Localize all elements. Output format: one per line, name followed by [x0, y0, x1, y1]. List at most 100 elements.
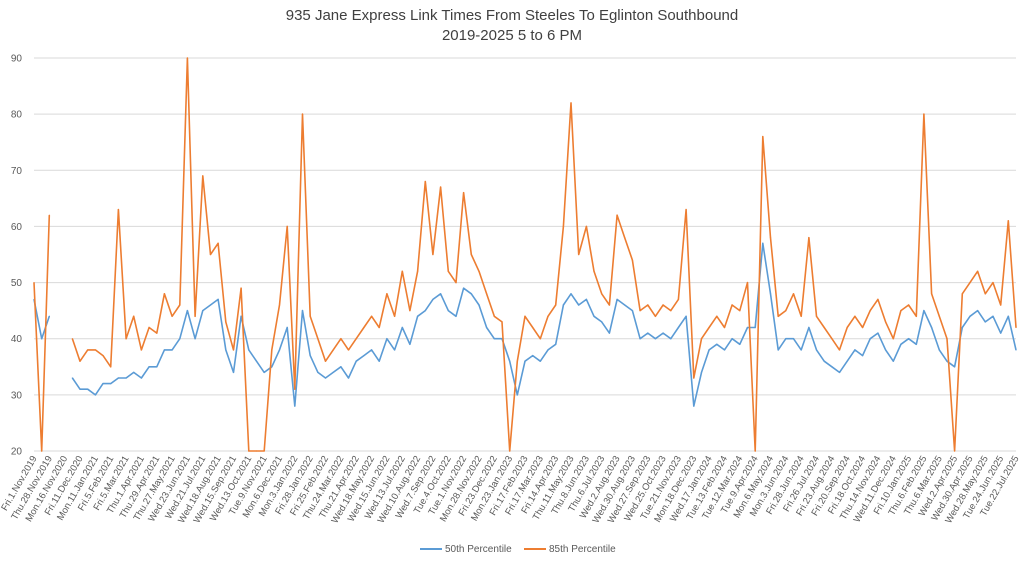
data-point-p85: [393, 315, 396, 317]
data-point-p50: [892, 360, 894, 362]
data-point-p85: [585, 225, 587, 228]
data-point-p85: [324, 360, 327, 362]
data-point-p50: [716, 343, 718, 345]
data-point-p85: [278, 304, 281, 306]
data-point-p50: [493, 338, 495, 340]
data-point-p85: [992, 281, 994, 284]
data-point-p50: [762, 242, 764, 244]
data-point-p85: [486, 293, 488, 295]
data-point-p85: [378, 326, 380, 329]
y-tick-label: 40: [11, 334, 23, 345]
data-point-p50: [324, 377, 327, 379]
data-point-p85: [601, 293, 603, 295]
data-point-p85: [777, 315, 779, 317]
data-point-p85: [1007, 220, 1009, 222]
y-tick-label: 60: [11, 222, 23, 233]
data-point-p85: [578, 253, 580, 256]
data-point-p50: [907, 338, 910, 340]
data-point-p50: [616, 298, 618, 301]
data-point-p50: [378, 360, 380, 362]
data-point-p85: [716, 315, 718, 317]
data-point-p50: [409, 343, 411, 345]
data-point-p50: [232, 371, 235, 373]
data-point-p85: [148, 326, 150, 329]
data-point-p85: [900, 310, 902, 312]
data-point-p85: [509, 450, 511, 452]
data-point-p85: [217, 242, 219, 244]
data-point-p50: [309, 354, 311, 357]
data-point-p50: [746, 326, 749, 329]
data-point-p85: [524, 315, 526, 317]
data-point-p50: [370, 349, 373, 351]
data-point-p50: [516, 394, 518, 396]
data-point-p50: [179, 338, 181, 340]
data-point-p50: [624, 304, 626, 306]
data-point-p50: [977, 310, 979, 312]
data-point-p85: [938, 315, 940, 317]
data-point-p85: [424, 180, 426, 183]
data-point-p85: [232, 349, 235, 351]
data-point-p50: [769, 293, 772, 295]
data-point-p50: [148, 366, 150, 368]
data-point-p85: [831, 338, 833, 340]
data-point-p85: [240, 287, 242, 289]
data-point-p50: [71, 377, 73, 379]
data-point-p85: [570, 102, 572, 104]
data-point-p50: [846, 360, 848, 362]
data-point-p85: [416, 270, 419, 272]
data-point-p85: [562, 225, 564, 228]
data-point-p50: [601, 321, 603, 323]
data-point-p85: [624, 237, 626, 239]
data-point-p50: [393, 349, 396, 351]
y-axis: 20 30 40 50 60 70 80 90: [11, 54, 23, 458]
data-point-p50: [447, 310, 449, 312]
data-point-p85: [708, 326, 710, 329]
data-point-p85: [1015, 326, 1017, 329]
data-point-p85: [140, 349, 143, 351]
data-point-p50: [861, 354, 864, 357]
data-point-p50: [915, 343, 917, 345]
data-point-p50: [363, 354, 365, 357]
data-point-p50: [332, 371, 334, 373]
data-point-p50: [608, 332, 610, 334]
y-tick-label: 50: [11, 278, 23, 289]
data-point-p85: [209, 253, 212, 256]
data-point-p85: [470, 253, 472, 256]
x-axis: Fri.1.Nov.2019Thu.28.Nov.2019Mon.16.Nov.…: [0, 454, 1022, 526]
data-point-p50: [539, 360, 541, 362]
data-point-p85: [769, 237, 772, 239]
data-point-p50: [792, 338, 795, 340]
data-point-p50: [854, 349, 856, 351]
data-point-p85: [639, 310, 641, 312]
data-point-p85: [647, 304, 649, 306]
data-point-p50: [708, 349, 710, 351]
data-point-p85: [961, 293, 963, 295]
data-point-p85: [255, 450, 258, 452]
data-point-p85: [102, 354, 104, 357]
data-point-p50: [486, 326, 488, 329]
data-point-p85: [501, 321, 503, 323]
data-point-p50: [340, 366, 342, 368]
data-point-p85: [340, 338, 342, 340]
data-point-p50: [355, 360, 357, 362]
data-point-p50: [1015, 349, 1017, 351]
data-point-p85: [294, 388, 296, 390]
data-point-p85: [969, 281, 971, 284]
data-point-p50: [969, 315, 971, 317]
data-point-p85: [48, 214, 50, 216]
data-point-p50: [263, 371, 265, 373]
data-point-p50: [455, 315, 457, 317]
data-point-p50: [639, 338, 641, 340]
data-point-p85: [463, 192, 465, 194]
data-point-p50: [209, 304, 212, 306]
data-point-p85: [954, 450, 956, 452]
data-point-p85: [263, 450, 265, 452]
data-point-p50: [125, 377, 127, 379]
data-point-p85: [370, 315, 373, 317]
data-point-p50: [416, 315, 419, 317]
data-point-p50: [294, 405, 296, 407]
legend: 50th Percentile 85th Percentile: [420, 544, 616, 555]
data-point-p50: [271, 366, 273, 368]
data-point-p85: [133, 315, 135, 317]
